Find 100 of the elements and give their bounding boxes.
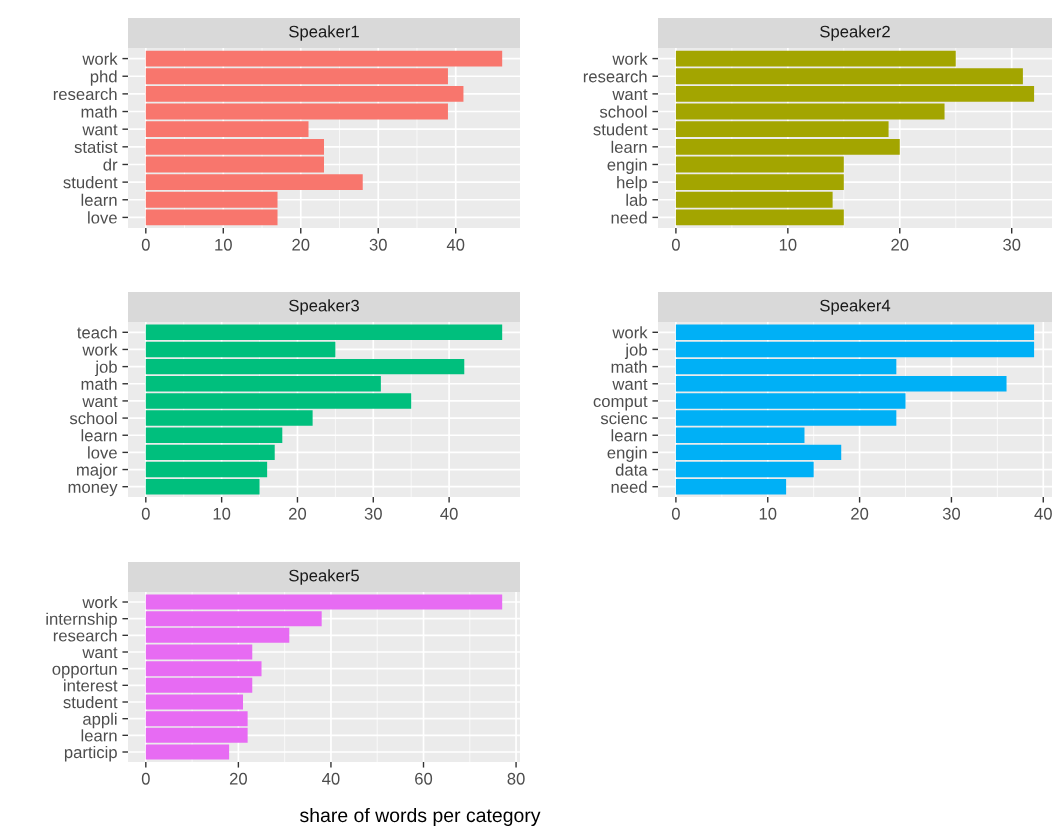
y-tick-label: statist [74,140,118,154]
y-tick-label: research [583,70,647,83]
y-tick-label: need [611,480,647,493]
y-tick-label: research [53,629,117,642]
y-tick-label: student [63,176,118,189]
bar [675,461,814,478]
y-tick-label: teach [77,326,117,339]
bar [145,711,248,727]
y-tick-label: love [88,446,117,459]
bar [145,444,275,461]
chart-title: Speaker3 [289,299,359,315]
bar [145,376,381,392]
bar [145,461,268,478]
y-tick-label: learn [81,729,117,742]
x-tick-label: 0 [671,507,680,520]
x-tick-label: 30 [369,238,387,251]
y-tick-label: need [611,211,647,224]
y-tick-label: opportun [52,663,117,679]
bar [145,138,324,155]
y-tick-label: major [77,463,118,480]
y-tick-label: job [624,343,647,359]
bar [675,138,900,155]
x-tick-label: 20 [292,238,310,251]
bar [675,444,842,461]
y-tick-label: money [68,483,118,497]
y-tick-label: engin [607,158,647,174]
chart-title: Speaker4 [820,299,891,315]
y-tick-label: student [593,123,648,136]
x-tick-label: 20 [229,772,247,785]
x-tick-label: 40 [446,238,465,251]
y-tick-label: interest [64,679,118,692]
x-tick-label: 10 [759,507,777,520]
x-tick-label: 0 [141,772,150,785]
bar [675,85,1035,102]
bar [675,478,787,495]
x-tick-label: 30 [1003,238,1021,251]
y-tick-label: school [69,412,117,425]
bar [675,341,1035,358]
y-tick-label: internship [46,612,117,629]
y-tick-label: engin [607,446,647,462]
bar [145,427,283,443]
x-axis-title: share of words per category [300,807,541,827]
y-tick-label: work [82,52,118,65]
x-tick-label: 10 [215,238,232,251]
y-tick-label: scienc [600,412,648,425]
bar [675,427,805,443]
x-tick-label: 40 [440,507,458,520]
y-tick-label: math [81,105,117,118]
y-tick-label: work [612,52,648,65]
y-tick-label: data [615,463,648,476]
y-tick-label: comput [593,396,648,411]
y-tick-label: learn [611,429,647,442]
chart-title: Speaker2 [820,25,890,41]
bar [675,358,897,375]
bar [145,627,290,643]
x-tick-label: 10 [779,238,797,251]
y-tick-label: love [88,211,117,224]
y-tick-label: learn [81,193,117,206]
y-tick-label: want [82,647,118,659]
chart-title: Speaker1 [289,25,359,41]
bar [675,156,844,173]
x-tick-label: 30 [942,507,961,520]
bar [145,121,309,138]
y-tick-label: learn [611,140,647,154]
y-tick-label: want [82,124,118,136]
chart-title: Speaker5 [289,569,359,585]
y-tick-label: work [612,326,648,339]
bar [675,174,844,191]
y-tick-label: want [612,89,648,101]
bar [145,341,336,358]
bar [675,103,945,120]
bar [675,376,1007,392]
y-tick-label: math [611,360,647,373]
x-tick-label: 0 [141,507,150,520]
y-tick-label: job [94,360,117,377]
x-tick-label: 20 [851,507,869,520]
y-tick-label: work [82,595,118,609]
x-tick-label: 40 [322,772,340,785]
x-tick-label: 20 [289,507,307,520]
x-tick-label: 0 [671,238,680,251]
y-tick-label: want [82,396,118,408]
x-tick-label: 80 [507,772,525,785]
y-tick-label: particip [64,745,117,762]
bar [145,85,464,102]
y-tick-label: dr [103,158,118,171]
y-tick-label: school [599,105,647,118]
y-tick-label: math [81,377,117,390]
x-tick-label: 40 [1034,507,1052,520]
bar [145,478,260,495]
bar [145,156,324,173]
y-tick-label: work [82,343,118,356]
x-tick-label: 20 [891,238,909,251]
bar [145,103,448,120]
bar [145,677,253,693]
bar [145,694,244,710]
y-tick-label: student [63,695,118,709]
x-tick-label: 10 [213,507,231,520]
y-tick-label: phd [90,70,117,86]
x-tick-label: 0 [141,238,150,251]
x-tick-label: 60 [415,772,433,785]
